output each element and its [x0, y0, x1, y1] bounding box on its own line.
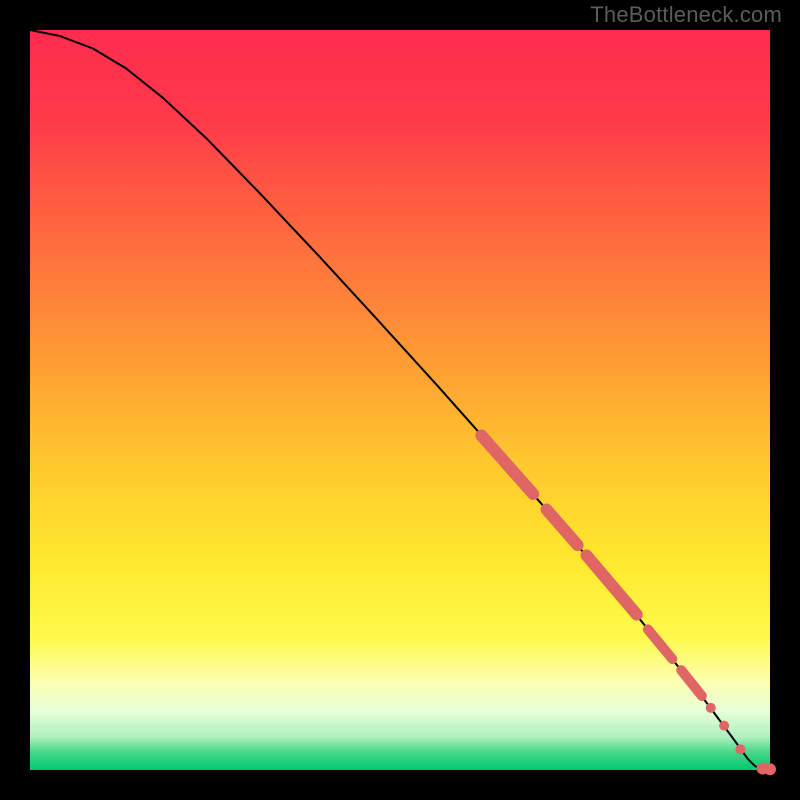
marker-dot: [706, 703, 716, 713]
plot-background: [30, 30, 770, 770]
marker-dot: [719, 721, 729, 731]
chart-container: TheBottleneck.com: [0, 0, 800, 800]
marker-dot: [764, 763, 776, 775]
watermark-text: TheBottleneck.com: [590, 2, 782, 28]
marker-dot: [735, 744, 745, 754]
chart-svg: [0, 0, 800, 800]
